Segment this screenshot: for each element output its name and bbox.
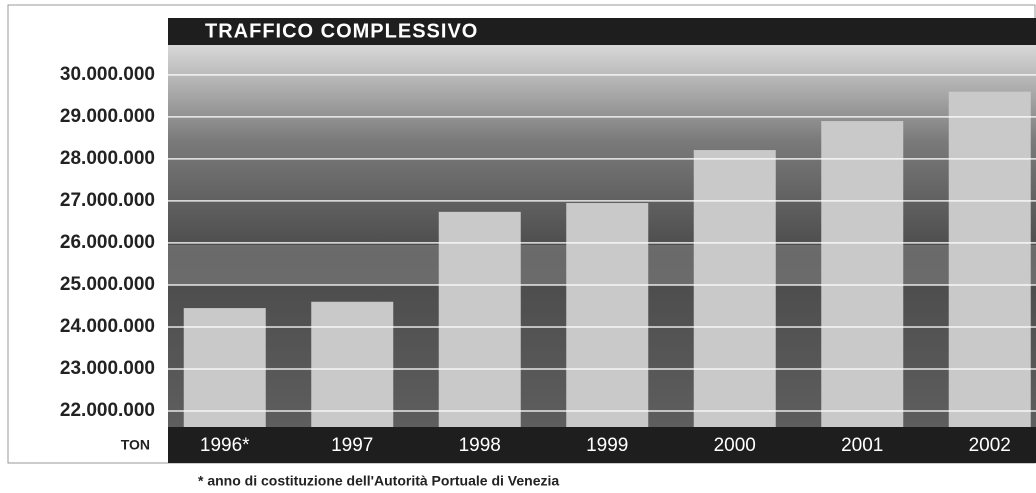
bar <box>821 121 904 427</box>
y-tick-label: 25.000.000 <box>60 274 155 295</box>
y-tick-label: 26.000.000 <box>60 232 155 253</box>
footnote: * anno di costituzione dell'Autorità Por… <box>198 473 559 489</box>
x-tick-label: 2001 <box>841 435 883 456</box>
x-tick-label: 2000 <box>714 435 756 456</box>
bar <box>566 203 649 427</box>
y-tick-label: 24.000.000 <box>60 316 155 337</box>
bar <box>183 308 266 427</box>
y-tick-label: 28.000.000 <box>60 148 155 169</box>
bar <box>311 301 394 427</box>
chart-title: TRAFFICO COMPLESSIVO <box>205 20 478 42</box>
y-tick-label: 27.000.000 <box>60 190 155 211</box>
bar <box>438 211 521 427</box>
x-tick-label: 1998 <box>459 435 501 456</box>
title-bar <box>168 18 1036 45</box>
y-tick-label: 29.000.000 <box>60 106 155 127</box>
y-tick-label: 30.000.000 <box>60 64 155 85</box>
y-tick-label: 23.000.000 <box>60 358 155 379</box>
y-tick-label: 22.000.000 <box>60 400 155 421</box>
x-tick-label: 2002 <box>969 435 1011 456</box>
x-tick-label: 1996* <box>200 435 250 456</box>
x-tick-label: 1999 <box>586 435 628 456</box>
y-unit: TON <box>121 437 150 453</box>
bar <box>948 91 1031 428</box>
x-tick-label: 1997 <box>331 435 373 456</box>
bar <box>693 150 776 428</box>
axis-bar <box>168 427 1036 463</box>
